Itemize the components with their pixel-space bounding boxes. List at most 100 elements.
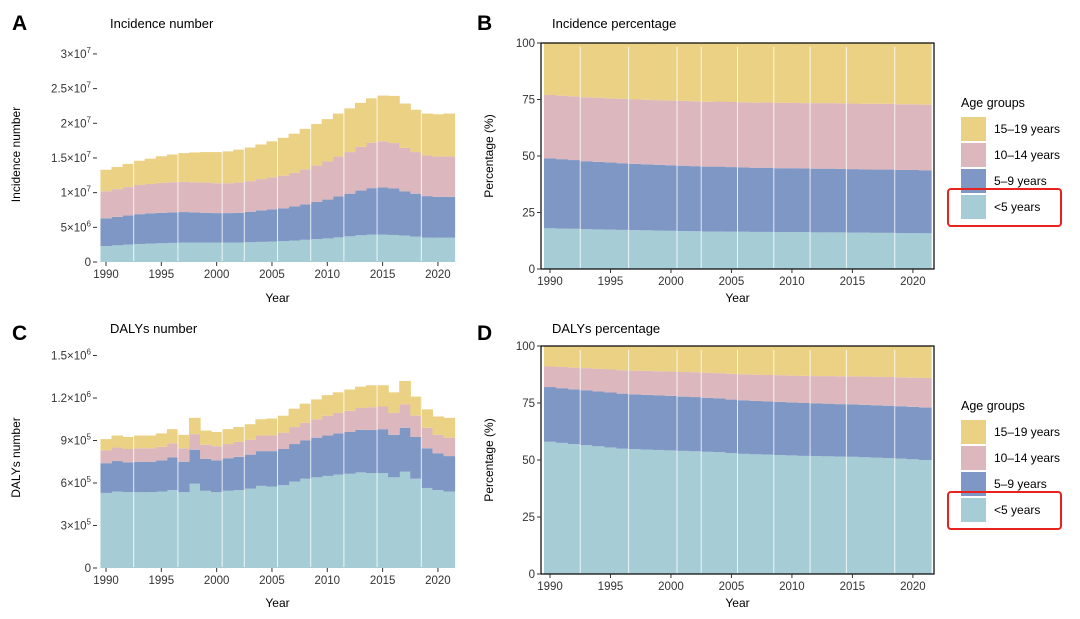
bar-segment-y5_9-2009 (310, 437, 323, 478)
bar-segment-y5_9-2015 (377, 187, 389, 235)
bar-segment-y10_14-2021 (918, 104, 932, 171)
bar-segment-u5-2019 (894, 458, 908, 574)
bar-segment-y10_14-2013 (354, 146, 367, 191)
bar-segment-y10_14-2006 (277, 432, 290, 449)
bar-segment-y5_9-2016 (858, 404, 872, 458)
bar-segment-y15_19-1998 (188, 152, 201, 183)
bar-segment-u5-1995 (155, 243, 168, 262)
x-tick-label: 2010 (779, 276, 805, 288)
bar-segment-y5_9-1990 (100, 463, 113, 493)
bar-segment-y10_14-1994 (144, 448, 157, 462)
bar-segment-y5_9-2017 (870, 405, 884, 458)
bar-segment-y5_9-1996 (166, 212, 179, 243)
series-y5_9 (100, 187, 456, 247)
bar-segment-y10_14-1997 (628, 99, 642, 164)
bar-segment-y10_14-1997 (628, 370, 642, 395)
bar-segment-y5_9-2021 (443, 456, 456, 492)
bar-segment-u5-2014 (834, 232, 847, 269)
bar-segment-y5_9-1998 (640, 164, 654, 231)
bar-segment-y5_9-2005 (725, 167, 739, 232)
bar-segment-y10_14-2014 (366, 407, 378, 430)
bar-segment-y5_9-2004 (713, 166, 727, 232)
bar-segment-y10_14-1990 (543, 94, 557, 159)
column-separators (133, 51, 422, 261)
bar-segment-u5-2015 (846, 232, 860, 269)
bar-segment-y15_19-1997 (177, 434, 190, 449)
bar-segment-y15_19-2003 (701, 43, 714, 102)
bar-segment-y10_14-2011 (332, 412, 345, 434)
bar-segment-y15_19-2007 (288, 408, 301, 428)
bar-segment-y10_14-2014 (366, 142, 378, 189)
bar-segment-u5-2016 (858, 457, 872, 574)
bar-segment-y5_9-1997 (628, 394, 642, 450)
bar-segment-u5-1991 (556, 442, 569, 574)
bar-segment-u5-2013 (822, 456, 835, 574)
x-axis-label: Year (265, 596, 289, 610)
bar-segment-y10_14-2019 (421, 427, 433, 449)
bar-segment-y15_19-2014 (366, 98, 378, 143)
bar-segment-u5-2006 (277, 485, 290, 569)
bar-segment-y10_14-1993 (133, 448, 146, 462)
bar-segment-y10_14-2019 (894, 377, 908, 407)
x-tick-label: 2005 (259, 269, 285, 281)
bar-segment-y5_9-1993 (580, 390, 593, 446)
bar-segment-u5-2016 (388, 234, 400, 262)
bar-segment-y5_9-2002 (689, 166, 702, 232)
x-tick-label: 1995 (598, 581, 624, 593)
bar-segment-y10_14-2008 (761, 374, 775, 402)
bar-segment-y5_9-1997 (628, 163, 642, 231)
y-tick-label: 3×105 (61, 518, 92, 533)
bar-segment-y15_19-2010 (785, 346, 799, 376)
series-y10_14 (543, 366, 932, 408)
bar-segment-y5_9-2021 (918, 170, 932, 234)
bar-segment-y10_14-2020 (906, 377, 920, 407)
bar-segment-y10_14-2000 (211, 446, 223, 461)
bar-segment-y10_14-1999 (200, 444, 212, 459)
bar-segment-y15_19-1998 (640, 346, 654, 371)
bar-segment-y10_14-2017 (399, 404, 411, 428)
bar-segment-y10_14-2011 (332, 156, 345, 197)
panel-tag: A (12, 12, 27, 35)
bar-segment-y10_14-1992 (122, 187, 135, 216)
y-tick-label: 6×105 (61, 475, 92, 490)
bar-segment-y10_14-1995 (604, 369, 618, 393)
bar-segment-u5-2006 (737, 231, 751, 269)
bar-segment-y15_19-2012 (343, 108, 356, 153)
bar-segment-u5-1990 (543, 228, 557, 269)
bar-segment-y15_19-1992 (568, 346, 581, 368)
bar-segment-y15_19-2015 (377, 385, 389, 407)
bar-segment-y15_19-2007 (749, 346, 763, 375)
x-tick-label: 2010 (314, 575, 340, 587)
bar-segment-y10_14-1990 (100, 191, 113, 219)
x-tick-label: 2000 (658, 276, 684, 288)
bar-segment-y10_14-2014 (834, 103, 847, 169)
bar-segment-y10_14-2015 (377, 141, 389, 188)
bar-segment-y10_14-2015 (846, 376, 860, 405)
bar-segment-y10_14-2016 (388, 412, 400, 435)
panel-tag: B (477, 12, 492, 35)
bar-segment-y15_19-2006 (277, 415, 290, 433)
bar-segment-y15_19-1999 (200, 430, 212, 445)
series-y5_9 (543, 158, 932, 234)
bar-segment-y15_19-1991 (556, 346, 569, 367)
bar-segment-u5-1998 (188, 242, 201, 262)
panel-tag: C (12, 322, 27, 345)
bar-segment-u5-2008 (761, 231, 775, 269)
bar-segment-y15_19-1999 (652, 346, 666, 372)
bar-segment-y10_14-1997 (177, 448, 190, 462)
bar-segment-y10_14-1999 (652, 100, 666, 165)
bar-segment-y5_9-2019 (894, 170, 908, 234)
bar-segment-y10_14-2005 (725, 373, 739, 400)
bar-segment-y5_9-2015 (846, 404, 860, 457)
bar-segment-y15_19-1991 (111, 435, 124, 448)
x-tick-label: 2005 (719, 581, 745, 593)
bar-segment-u5-1997 (177, 492, 190, 568)
bar-segment-y15_19-2012 (343, 389, 356, 411)
bar-segment-y5_9-2021 (443, 196, 456, 238)
bar-segment-u5-2007 (749, 454, 763, 574)
bar-segment-u5-1993 (133, 243, 146, 262)
bar-segment-y15_19-2000 (664, 43, 678, 101)
bar-segment-u5-2002 (233, 490, 245, 568)
bar-segment-y15_19-2008 (299, 403, 312, 423)
bar-segment-y10_14-2009 (773, 375, 787, 402)
